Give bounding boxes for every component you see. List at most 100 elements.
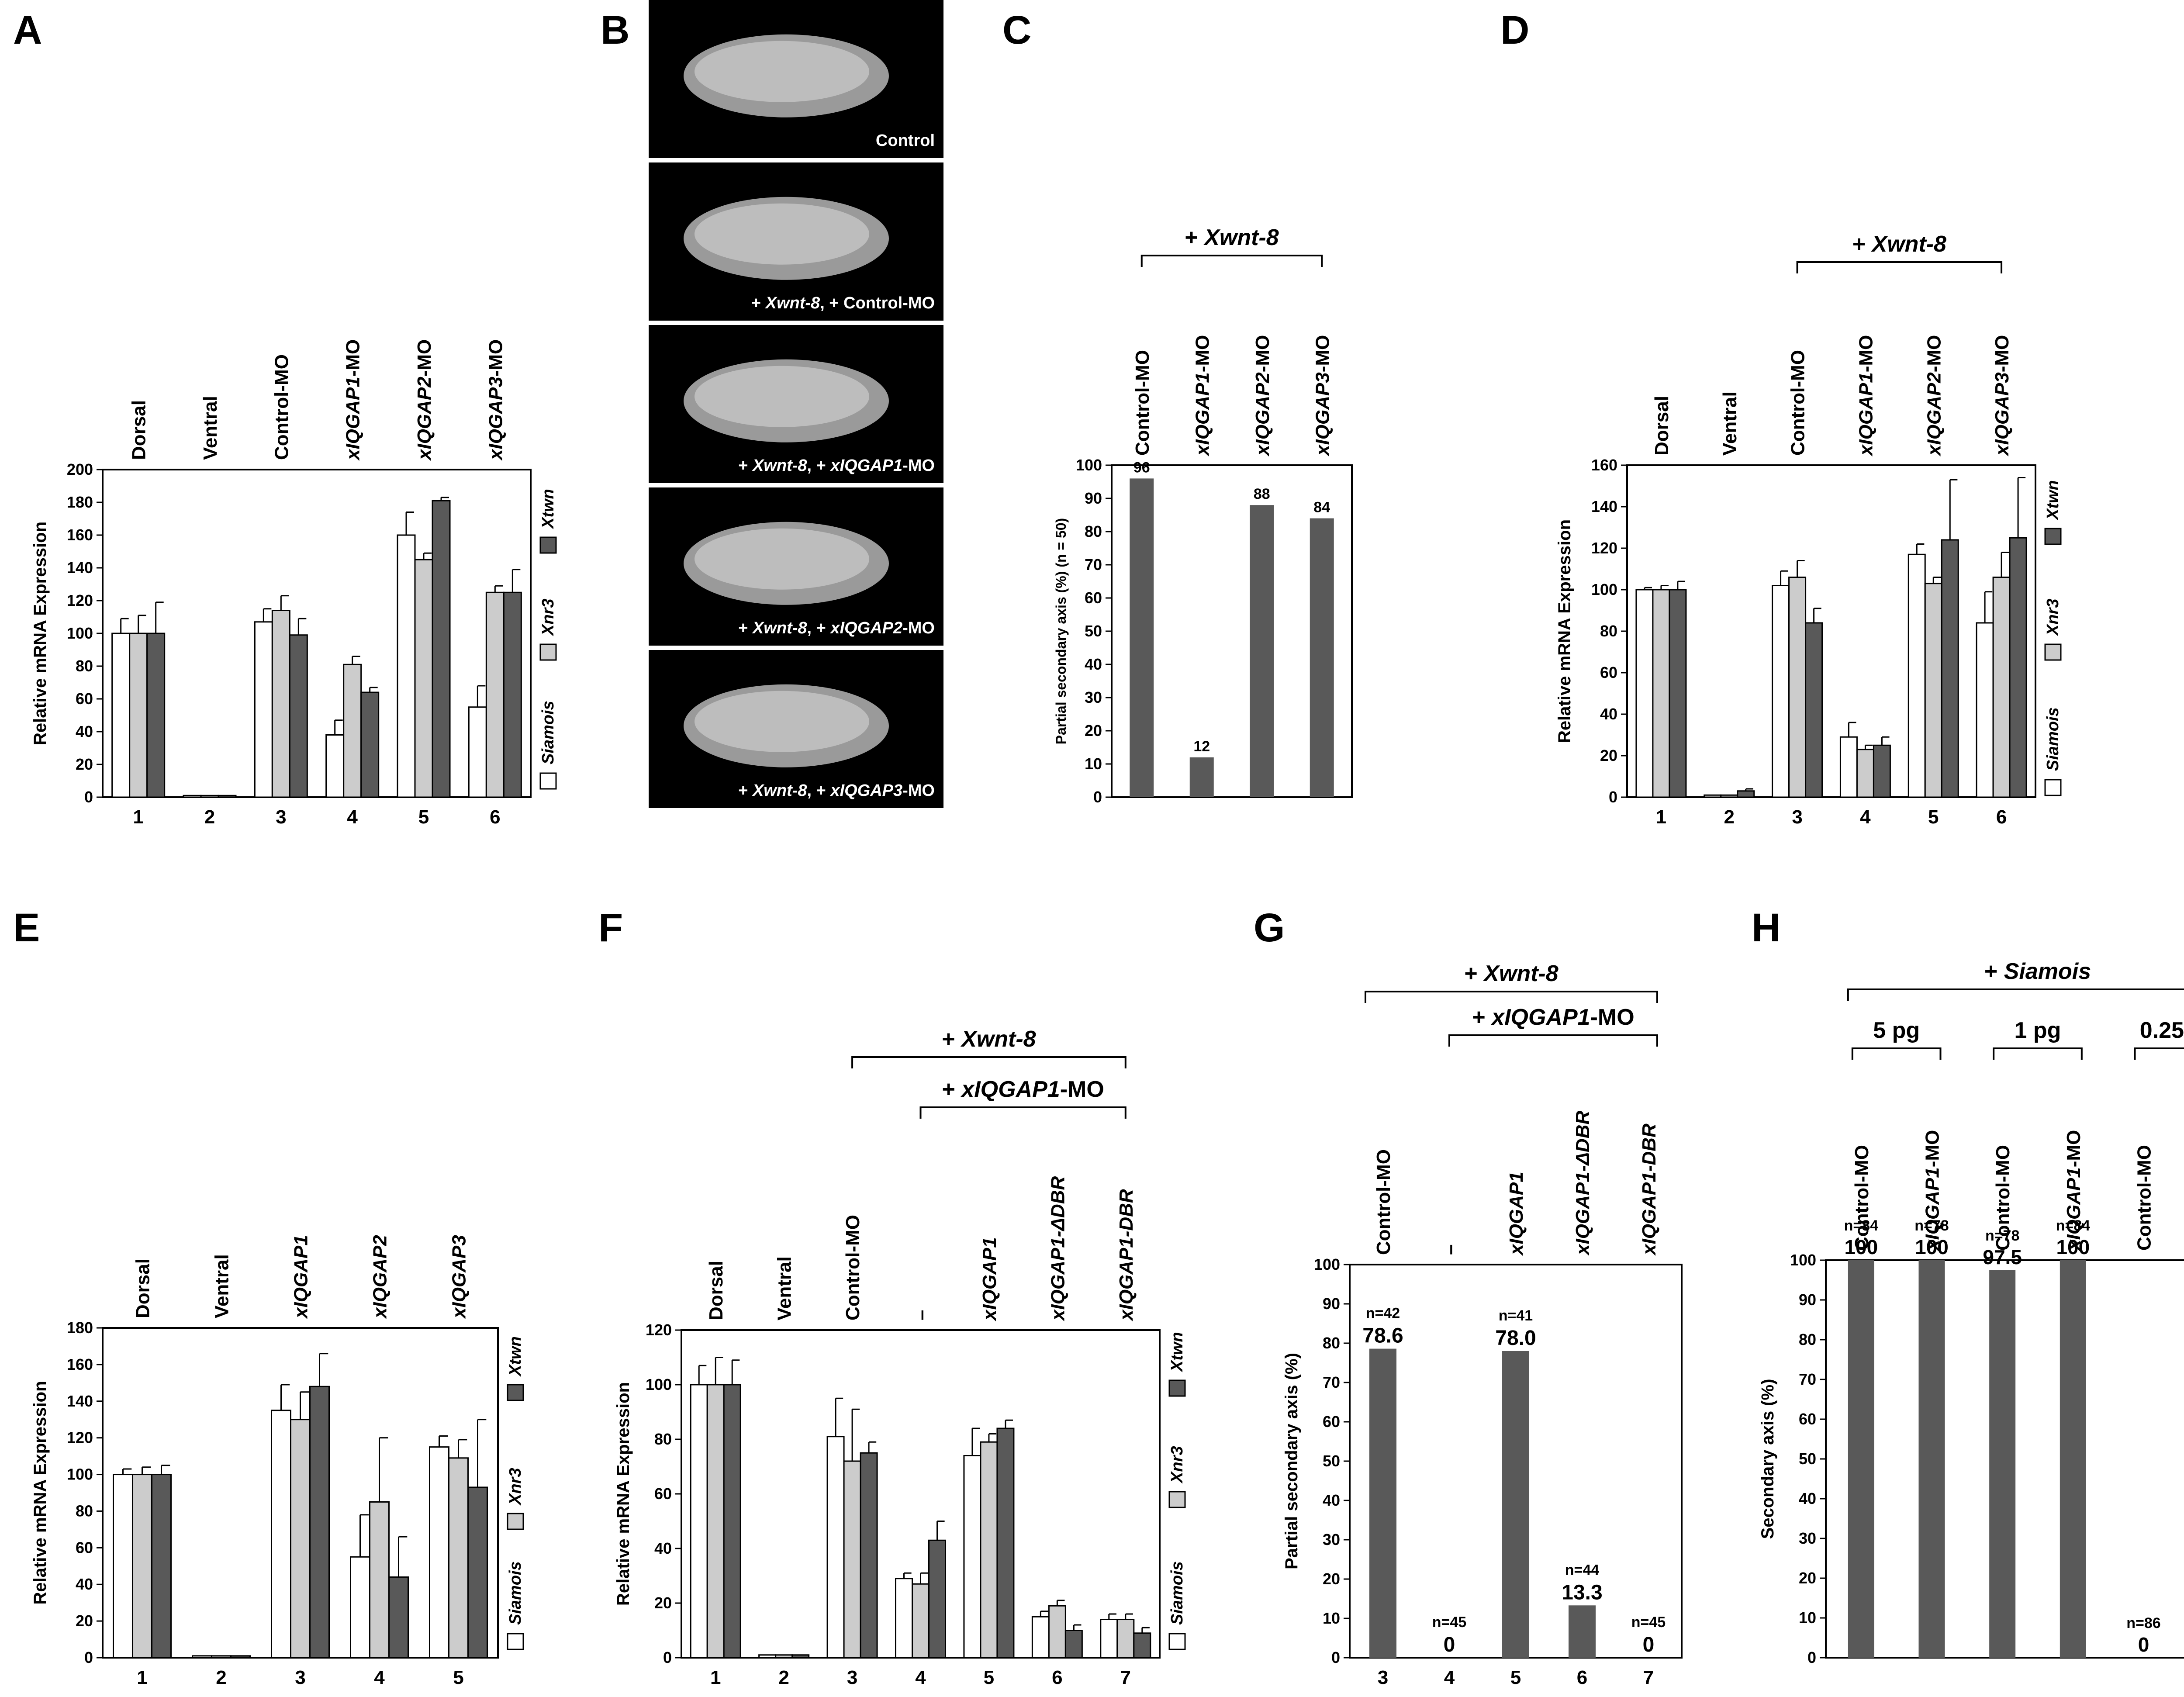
c-header-line bbox=[1142, 256, 1322, 267]
y-tick-label: 40 bbox=[1600, 705, 1617, 723]
y-tick-label: 60 bbox=[76, 690, 93, 708]
error-bar bbox=[1678, 581, 1685, 590]
error-bar bbox=[1797, 561, 1805, 577]
error-bar bbox=[142, 1467, 151, 1475]
y-tick-label: 20 bbox=[76, 755, 93, 773]
y-tick-label: 20 bbox=[1600, 747, 1617, 764]
bar-xtwn bbox=[231, 1656, 250, 1658]
bar-siamois bbox=[964, 1456, 981, 1658]
y-tick-label: 10 bbox=[1799, 1609, 1816, 1627]
photo-caption: + Xwnt-8, + xIQGAP3-MO bbox=[738, 781, 935, 800]
bar-xtwn bbox=[2010, 538, 2026, 797]
y-tick-label: 160 bbox=[1591, 456, 1617, 474]
bar-xnr3 bbox=[133, 1475, 152, 1658]
error-bar bbox=[836, 1398, 843, 1437]
y-tick-label: 60 bbox=[1600, 664, 1617, 681]
legend-swatch-xtwn bbox=[508, 1385, 523, 1400]
bar-siamois bbox=[112, 633, 130, 797]
bar-xtwn bbox=[860, 1453, 877, 1658]
y-tick-label: 0 bbox=[84, 1649, 93, 1666]
y-tick-label: 30 bbox=[1799, 1529, 1816, 1547]
column-label: xIQGAP1 bbox=[290, 1235, 312, 1319]
error-bar bbox=[138, 615, 146, 633]
error-bar bbox=[2001, 553, 2009, 577]
error-bar bbox=[121, 619, 129, 633]
bar-xnr3 bbox=[1857, 750, 1873, 797]
column-label: xIQGAP1-MO bbox=[2063, 1130, 2084, 1251]
x-tick-label: 5 bbox=[453, 1667, 463, 1688]
column-label: Ventral bbox=[211, 1254, 233, 1318]
x-tick-label: 6 bbox=[490, 806, 500, 828]
error-bar bbox=[320, 1354, 328, 1387]
legend-label-xtwn: Xtwn bbox=[2044, 480, 2062, 521]
legend-label-siamois: Siamois bbox=[1168, 1561, 1186, 1625]
error-bar bbox=[406, 512, 414, 536]
x-tick-label: 2 bbox=[204, 806, 215, 828]
bar-siamois bbox=[759, 1655, 776, 1658]
bar-siamois bbox=[430, 1447, 449, 1658]
y-tick-label: 40 bbox=[654, 1539, 672, 1557]
bar-xtwn bbox=[792, 1655, 809, 1658]
column-label-italic: xIQGAP2 bbox=[370, 1235, 391, 1319]
photo-caption: + Xwnt-8, + xIQGAP1-MO bbox=[738, 456, 935, 475]
bar-siamois bbox=[1636, 590, 1653, 797]
column-label: xIQGAP2-MO bbox=[1923, 335, 1945, 456]
data-label: 0 bbox=[1444, 1633, 1455, 1656]
bar-xtwn bbox=[1738, 791, 1754, 797]
f-header-label-italic: Xwnt-8 bbox=[960, 1026, 1036, 1052]
error-bar bbox=[360, 1515, 369, 1557]
bar-xtwn bbox=[929, 1540, 946, 1658]
column-label-italic: xIQGAP1 bbox=[290, 1235, 312, 1319]
column-label-italic: xIQGAP1-DBR bbox=[1638, 1123, 1660, 1256]
column-label-italic: xIQGAP3 bbox=[485, 377, 506, 461]
x-tick-label: 4 bbox=[1860, 806, 1871, 828]
y-tick-label: 20 bbox=[654, 1594, 672, 1612]
bar-xnr3 bbox=[1993, 577, 2010, 798]
n-label: n=41 bbox=[1499, 1307, 1533, 1324]
panel-letter-a: A bbox=[13, 8, 42, 52]
legend-swatch-siamois bbox=[1169, 1634, 1185, 1649]
bar-xtwn bbox=[147, 633, 165, 797]
column-label: Dorsal bbox=[1651, 396, 1673, 456]
y-tick-label: 100 bbox=[1790, 1251, 1816, 1269]
column-label: – bbox=[911, 1310, 932, 1320]
column-label: Control-MO bbox=[2134, 1145, 2155, 1251]
y-axis-label: Relative mRNA Expression bbox=[1555, 519, 1574, 743]
error-bar bbox=[1126, 1614, 1133, 1620]
column-label: Control-MO bbox=[1787, 350, 1809, 456]
error-bar bbox=[281, 596, 289, 611]
x-tick-label: 6 bbox=[1996, 806, 2007, 828]
error-bar bbox=[937, 1521, 945, 1541]
y-tick-label: 80 bbox=[1085, 522, 1102, 540]
bar-siamois bbox=[691, 1385, 707, 1658]
bar-siamois bbox=[1101, 1620, 1117, 1658]
column-label: xIQGAP1-DBR bbox=[1116, 1189, 1137, 1321]
legend-label-xnr3: Xnr3 bbox=[2044, 599, 2062, 636]
bar-siamois bbox=[397, 535, 415, 797]
error-bar bbox=[1006, 1420, 1013, 1428]
panel-letter-c: C bbox=[1002, 8, 1031, 52]
y-tick-label: 0 bbox=[84, 788, 93, 806]
column-label-italic: xIQGAP2 bbox=[1923, 372, 1945, 456]
column-label: xIQGAP1-MO bbox=[1922, 1130, 1943, 1251]
x-tick-label: 6 bbox=[1052, 1667, 1062, 1688]
panel-letter-h: H bbox=[1752, 906, 1780, 950]
y-tick-label: 120 bbox=[646, 1321, 672, 1339]
legend-label-xnr3: Xnr3 bbox=[539, 599, 557, 636]
bar-xtwn bbox=[1806, 623, 1822, 797]
x-tick-label: 1 bbox=[1656, 806, 1666, 828]
y-tick-label: 160 bbox=[67, 1355, 93, 1373]
error-bar bbox=[156, 602, 164, 633]
bar-xtwn bbox=[310, 1386, 329, 1658]
photo-caption: Control bbox=[876, 131, 935, 150]
error-bar bbox=[495, 586, 503, 592]
panel-letter-b: B bbox=[601, 8, 629, 52]
legend-swatch-xnr3 bbox=[2045, 644, 2061, 660]
n-label: n=44 bbox=[1565, 1562, 1600, 1578]
column-label: Dorsal bbox=[128, 400, 150, 460]
y-tick-label: 10 bbox=[1085, 755, 1102, 773]
